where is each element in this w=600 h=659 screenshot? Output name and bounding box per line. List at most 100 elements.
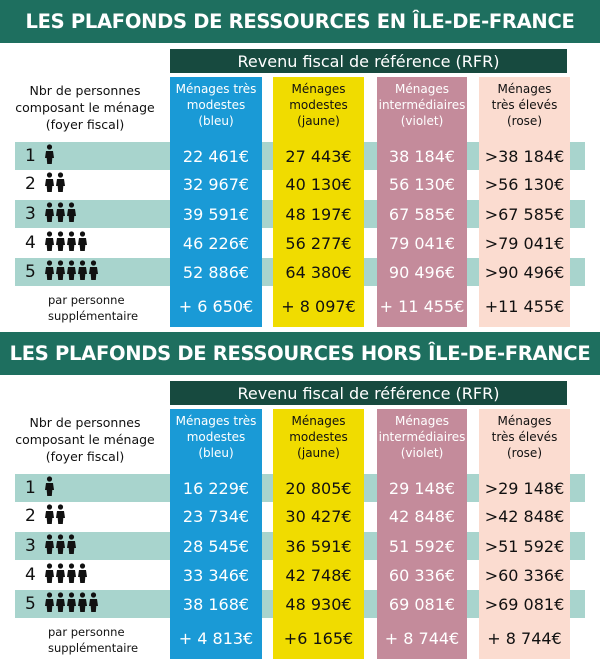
column-header-line: Ménages très <box>175 82 257 96</box>
column-header-line: intermédiaires <box>378 98 466 112</box>
person-icon <box>66 201 76 227</box>
person-icon <box>55 230 65 256</box>
cell-value: 30 427€ <box>285 506 352 526</box>
person-icon <box>55 533 65 559</box>
person-icon <box>55 201 65 227</box>
cell-value: 20 805€ <box>285 478 352 498</box>
cell-value: 69 081€ <box>388 594 456 614</box>
row-label-line: (foyer fiscal) <box>45 117 125 132</box>
cell-value: 48 930€ <box>285 594 352 614</box>
household-count: 4 <box>25 233 36 253</box>
column-header-line: Ménages <box>497 414 552 428</box>
col-tres-eleves: Ménages très élevés (rose) >29 148€ >42 848€… <box>479 409 570 659</box>
cell-value: 16 229€ <box>182 478 250 498</box>
person-icon <box>77 562 87 588</box>
cell-extra-value: + 4 813€ <box>178 628 254 648</box>
column-header-line: (jaune) <box>297 114 340 128</box>
person-icon <box>66 230 76 256</box>
household-size: 3 <box>25 200 76 228</box>
cell-value: 46 226€ <box>182 233 250 253</box>
cell-value: 38 168€ <box>182 594 250 614</box>
cell-value: 29 148€ <box>388 478 456 498</box>
cell-value: >69 081€ <box>484 594 565 614</box>
cell-extra-value: + 11 455€ <box>379 296 465 316</box>
cell-value: 23 734€ <box>182 506 250 526</box>
people-icons <box>44 533 76 559</box>
cell-value: >56 130€ <box>484 174 565 194</box>
cell-value: >67 585€ <box>484 204 565 224</box>
column-header-line: Ménages <box>497 82 552 96</box>
section-hors-ile-de-france: LES PLAFONDS DE RESSOURCES HORS ÎLE-DE-F… <box>0 332 600 659</box>
person-icon <box>44 475 54 501</box>
household-count: 4 <box>25 565 36 585</box>
rfr-header: Revenu fiscal de référence (RFR) <box>170 381 567 405</box>
cell-value: 51 592€ <box>388 536 456 556</box>
people-icons <box>44 259 98 285</box>
cell-value: 56 130€ <box>388 174 456 194</box>
people-icons <box>44 201 76 227</box>
column-header: Ménages très modestes (bleu) <box>170 413 262 461</box>
col-tres-modestes: Ménages très modestes (bleu) 16 229€ 23 734€… <box>170 409 262 659</box>
cell-value: 56 277€ <box>285 233 352 253</box>
person-icon <box>44 591 54 617</box>
cell-value: 33 346€ <box>182 565 250 585</box>
cell-value: 79 041€ <box>388 233 456 253</box>
people-icons <box>44 230 87 256</box>
column-header-line: modestes <box>186 98 246 112</box>
column-header-line: (violet) <box>400 446 444 460</box>
cell-value: 67 585€ <box>388 204 456 224</box>
household-size: 4 <box>25 229 87 257</box>
cell-extra-value: + 8 097€ <box>281 296 356 316</box>
household-count: 1 <box>25 146 36 166</box>
cell-value: 32 967€ <box>182 174 250 194</box>
cell-value: 38 184€ <box>388 146 456 166</box>
section-ile-de-france: LES PLAFONDS DE RESSOURCES EN ÎLE-DE-FRA… <box>0 0 600 327</box>
people-icons <box>44 591 98 617</box>
person-icon <box>77 591 87 617</box>
column-header-line: modestes <box>289 430 348 444</box>
cell-value: >51 592€ <box>484 536 565 556</box>
cell-value: >60 336€ <box>484 565 565 585</box>
row-label-line: composant le ménage <box>15 100 155 115</box>
extra-person-label: par personne supplémentaire <box>48 624 138 656</box>
cell-value: 36 591€ <box>285 536 352 556</box>
person-icon <box>77 230 87 256</box>
person-icon <box>44 171 54 197</box>
household-count: 5 <box>25 594 36 614</box>
person-icon <box>66 591 76 617</box>
person-icon <box>88 259 98 285</box>
extra-label-line: supplémentaire <box>48 641 139 655</box>
people-icons <box>44 562 87 588</box>
extra-label-line: supplémentaire <box>48 309 139 323</box>
household-count: 1 <box>25 478 36 498</box>
person-icon <box>77 259 87 285</box>
column-header-line: (rose) <box>506 446 542 460</box>
cell-value: 60 336€ <box>388 565 456 585</box>
cell-value: 42 848€ <box>388 506 456 526</box>
cell-extra-value: + 8 744€ <box>384 628 460 648</box>
col-modestes: Ménages modestes (jaune) 20 805€ 30 427€ 36 5… <box>273 409 364 659</box>
col-intermediaires: Ménages intermédiaires (violet) 38 184€ 56 1… <box>377 77 467 327</box>
extra-person-label: par personne supplémentaire <box>48 292 138 324</box>
household-size: 2 <box>25 502 65 530</box>
row-label-line: (foyer fiscal) <box>45 449 125 464</box>
person-icon <box>44 259 54 285</box>
person-icon <box>44 503 54 529</box>
column-header-line: (bleu) <box>198 114 234 128</box>
cell-value: 28 545€ <box>182 536 250 556</box>
cell-value: 52 886€ <box>182 262 250 282</box>
cell-value: 64 380€ <box>285 262 352 282</box>
column-header-line: modestes <box>186 430 246 444</box>
column-header-line: Ménages <box>291 82 346 96</box>
row-label-header: Nbr de personnes composant le ménage (foye… <box>0 82 170 133</box>
cell-value: >38 184€ <box>484 146 565 166</box>
column-header-line: Ménages <box>395 82 449 96</box>
column-header: Ménages très élevés (rose) <box>479 81 570 129</box>
col-intermediaires: Ménages intermédiaires (violet) 29 148€ 42 8… <box>377 409 467 659</box>
column-header-line: (violet) <box>400 114 444 128</box>
household-size: 1 <box>25 142 54 170</box>
person-icon <box>88 591 98 617</box>
person-icon <box>66 533 76 559</box>
row-label-header: Nbr de personnes composant le ménage (foye… <box>0 414 170 465</box>
cell-extra-value: + 6 650€ <box>178 296 254 316</box>
